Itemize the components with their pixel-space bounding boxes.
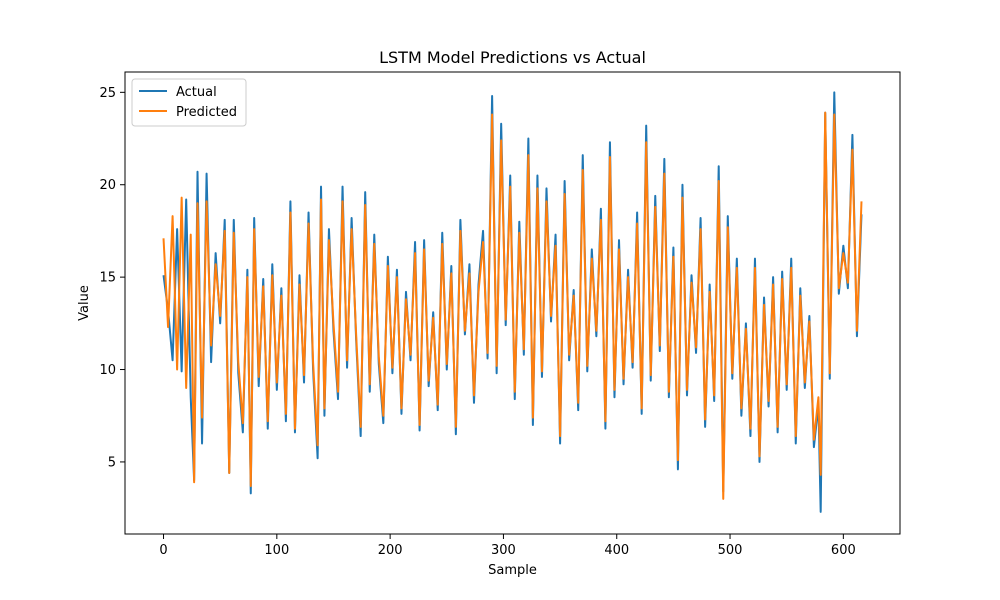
legend-label-predicted: Predicted (176, 105, 237, 120)
x-tick-label: 400 (604, 543, 629, 558)
legend: Actual Predicted (131, 78, 247, 127)
y-axis: 5 10 15 20 25 (99, 86, 125, 470)
y-tick-label: 10 (99, 363, 116, 378)
x-tick-label: 500 (718, 543, 743, 558)
x-axis-label: Sample (488, 563, 537, 578)
plot-frame (124, 71, 901, 535)
x-axis: 0 100 200 300 400 500 600 (159, 534, 856, 558)
series-line-actual (162, 91, 863, 513)
series-layer (162, 91, 863, 513)
x-tick-label: 300 (491, 543, 516, 558)
y-axis-label: Value (77, 285, 92, 321)
x-tick-label: 200 (378, 543, 403, 558)
chart-title: LSTM Model Predictions vs Actual (379, 48, 646, 67)
series-line-predicted (162, 111, 863, 500)
x-tick-label: 100 (264, 543, 289, 558)
y-tick-label: 20 (99, 178, 116, 193)
legend-label-actual: Actual (176, 85, 217, 100)
y-tick-label: 5 (108, 455, 116, 470)
y-tick-label: 15 (99, 271, 116, 286)
x-tick-label: 600 (831, 543, 856, 558)
y-tick-label: 25 (99, 86, 116, 101)
plot-area (124, 71, 901, 535)
x-tick-label: 0 (159, 543, 167, 558)
